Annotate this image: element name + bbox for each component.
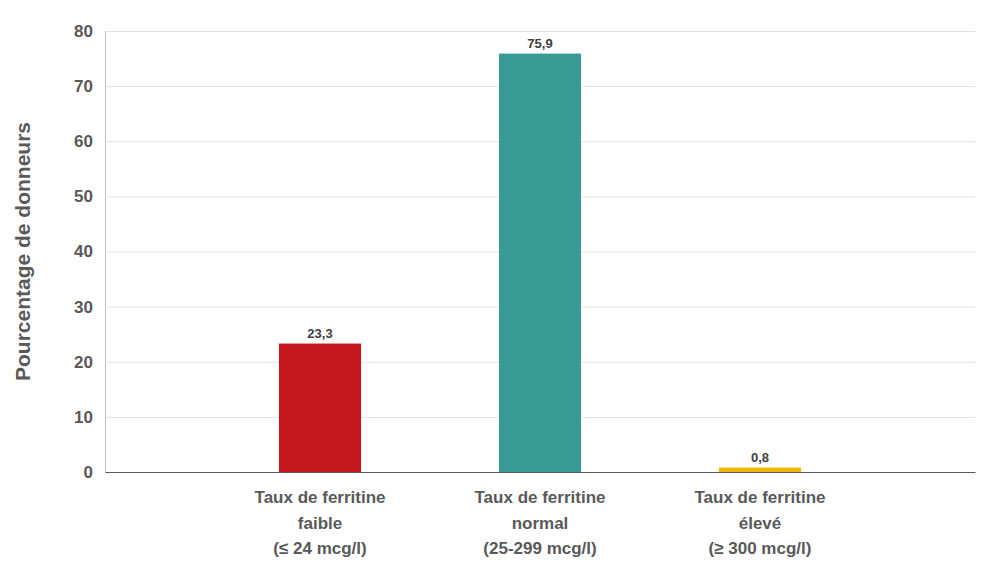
y-tick-label: 60 [74,132,93,151]
data-labels: 23,3 75,9 0,8 [307,36,769,465]
x-tick-label-line: Taux de ferritine [255,488,386,507]
chart: 0 10 20 30 40 50 60 70 80 Taux de ferritine faible… [0,0,993,569]
x-tick: Taux de ferritine faible (≤ 24 mcg/l) [255,472,386,558]
x-tick-label-line: (≤ 24 mcg/l) [273,539,366,558]
plot: 0 10 20 30 40 50 60 70 80 Taux de ferritine faible… [74,22,975,558]
y-axis-title: Pourcentage de donneurs [11,122,34,381]
x-tick-label-line: (≥ 300 mcg/l) [709,539,812,558]
y-tick-label: 50 [74,187,93,206]
y-tick-label: 30 [74,298,93,317]
y-tick-label: 70 [74,77,93,96]
x-tick-label: Taux de ferritine faible (≤ 24 mcg/l) [255,488,386,558]
x-tick-label-line: Taux de ferritine [694,488,825,507]
y-tick-label: 40 [74,242,93,261]
x-axis: Taux de ferritinefaible(≤ 24 mcg/l)Taux … [106,472,976,558]
y-tick-label: 10 [74,408,93,427]
data-label: 75,9 [527,36,552,51]
bars [279,54,801,472]
x-tick: Taux de ferritine élevé (≥ 300 mcg/l) [694,472,825,558]
bar [499,54,581,472]
x-tick-label: Taux de ferritine élevé (≥ 300 mcg/l) [694,488,825,558]
data-label: 0,8 [751,450,769,465]
x-tick-label-line: (25-299 mcg/l) [483,539,596,558]
bar [719,468,801,472]
x-tick: Taux de ferritine normal (25-299 mcg/l) [475,472,606,558]
y-tick-label: 0 [84,463,93,482]
grid-line [105,472,975,473]
x-tick-label-line: faible [298,514,342,533]
bar [279,344,361,472]
x-axis-line [106,472,976,473]
y-tick: 80 [74,22,975,41]
y-tick-label: 20 [74,353,93,372]
y-tick-label: 80 [74,22,93,41]
y-axis: 0 10 20 30 40 50 60 70 80 [74,22,975,482]
x-tick-label-line: Taux de ferritine [475,488,606,507]
x-tick-label: Taux de ferritine normal (25-299 mcg/l) [475,488,606,558]
grid-line [105,31,975,32]
x-tick-label-line: élevé [739,514,782,533]
data-label: 23,3 [307,326,332,341]
x-tick-label-line: normal [512,514,569,533]
